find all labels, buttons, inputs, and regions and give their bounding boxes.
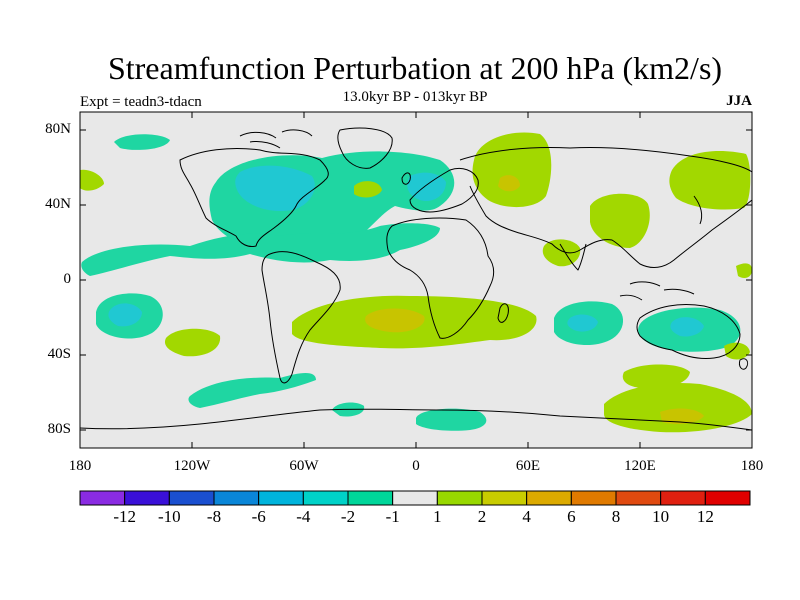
chart-subtitle: 13.0kyr BP - 013kyr BP [342,89,488,105]
colorbar-swatch [392,490,438,506]
coastline-africa [386,217,495,339]
colorbar-swatch [481,490,528,506]
colorbar-swatch [258,490,304,506]
neg-anomaly-north-america-core [235,165,315,212]
coastline-europe [409,167,479,213]
lon-label-60w: 60W [289,458,319,474]
coastline-japan [693,195,703,225]
colorbar-swatch [124,490,170,506]
colorbar-label: -4 [296,507,311,526]
coastline-australia [636,304,741,359]
colorbar-swatch [570,490,617,506]
pos-anomaly-siberia [472,132,552,208]
pos-anomaly-far-west [736,263,752,278]
colorbar-label: -12 [113,507,136,526]
pos-anomaly-south-indian-ring [622,364,690,389]
contour-fill-regions [80,132,752,433]
colorbar-swatch [526,490,572,506]
lon-label-180w: 180 [68,458,92,474]
coastline-madagascar [497,303,509,323]
neg-anomaly-south-pacific-core [108,303,142,327]
colorbar-label: -8 [206,507,222,526]
lat-label-80s: 80S [47,421,71,437]
colorbar-label: 4 [522,507,531,526]
coastline-new-zealand [739,358,749,370]
colorbar-label: -2 [340,507,356,526]
neg-anomaly-north-atlantic-core [407,172,446,202]
pos-anomaly-north-pacific [669,151,751,210]
season-label: JJA [726,93,752,109]
neg-anomaly-antarctic [416,408,487,431]
pos-anomaly-south-asia [542,239,581,267]
colorbar-swatch [347,490,394,506]
colorbar-label: -10 [157,507,181,526]
colorbar-label: 6 [567,507,576,526]
pos-anomaly-east-asia [590,193,650,248]
coastline-india [559,243,587,271]
coastline-indonesia [619,281,695,301]
colorbar-label: 8 [611,507,621,526]
lat-label-80n: 80N [45,121,71,137]
colorbar-label: 12 [696,507,714,526]
neg-anomaly-south-atlantic-arc [188,373,316,408]
pos-anomaly-east-pacific-south [164,328,221,357]
neg-anomaly-arctic-small [114,134,170,150]
neg-anomaly-tropical-band [81,223,441,276]
colorbar-label: 1 [433,507,442,526]
coastline-antarctica [79,408,753,431]
colorbar-swatch [302,490,349,506]
lat-label-0: 0 [63,271,72,287]
pos-anomaly-siberia-core [498,175,520,192]
coastline-south-america [261,251,341,384]
lon-label-180e: 180 [740,458,764,474]
pos-anomaly-south-atlantic-core [365,308,425,333]
colorbar-swatch [436,490,483,506]
lon-label-0: 0 [412,458,420,474]
lon-label-120w: 120W [173,458,211,474]
chart-title: Streamfunction Perturbation at 200 hPa (… [107,50,723,86]
neg-anomaly-australia-core [670,317,704,337]
colorbar [79,490,751,506]
experiment-label: Expt = teadn3-tdacn [80,94,202,110]
coastline-arctic-archipelago [239,129,313,149]
neg-anomaly-south-indian-core [567,314,598,332]
lon-label-60e: 60E [515,458,541,474]
coastline-greenland [337,127,393,169]
colorbar-swatch [615,490,662,506]
coastlines [79,127,753,431]
colorbar-swatch [660,490,706,506]
colorbar-swatch [213,490,260,506]
coastline-asia [459,146,753,268]
pos-anomaly-west-atlantic-small [80,169,104,191]
colorbar-label: -6 [251,507,266,526]
axis-ticks [80,112,752,448]
pos-anomaly-east-australia [724,342,750,360]
coastline-uk [401,172,411,185]
lon-label-120e: 120E [624,458,656,474]
pos-anomaly-atlantic-small [354,181,382,198]
pos-anomaly-southern-ocean-east-core [660,408,704,424]
colorbar-swatch [168,490,215,506]
colorbar-label: 2 [477,507,487,526]
colorbar-label: 10 [652,507,670,526]
colorbar-swatch [704,490,751,506]
colorbar-swatch [79,490,126,506]
lat-label-40n: 40N [45,196,71,212]
lat-label-40s: 40S [47,346,71,362]
colorbar-label: -1 [385,507,400,526]
coastline-north-america [179,148,329,247]
